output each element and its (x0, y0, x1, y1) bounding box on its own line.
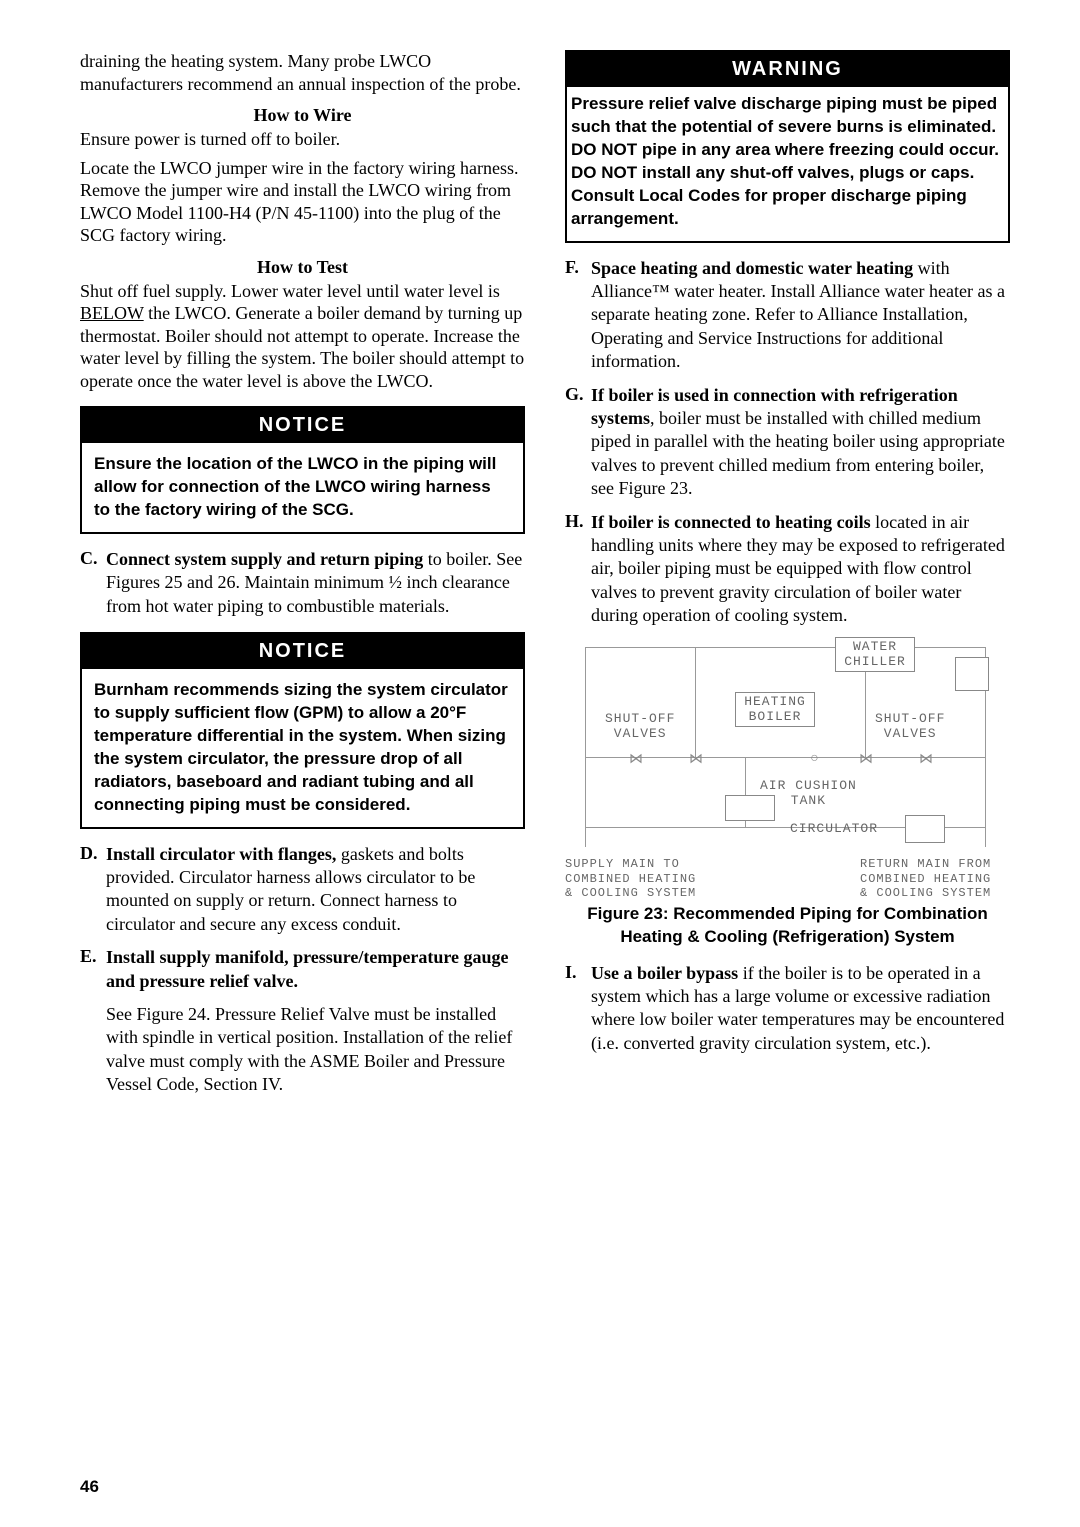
valve-icon: ○ (809, 751, 821, 763)
item-h-letter: H. (565, 511, 591, 628)
item-d-lead: Install circulator with flanges, (106, 844, 336, 864)
notice-1-body: Ensure the location of the LWCO in the p… (82, 443, 523, 532)
test-text-b: the LWCO. Generate a boiler demand by tu… (80, 303, 524, 391)
item-g-letter: G. (565, 384, 591, 501)
item-f: F. Space heating and domestic water heat… (565, 257, 1010, 374)
right-column: WARNING Pressure relief valve discharge … (565, 50, 1010, 1497)
item-g-rest: , boiler must be installed with chilled … (591, 408, 1005, 498)
how-to-wire-heading: How to Wire (80, 105, 525, 126)
valve-icon: ⋈ (919, 751, 931, 763)
riser-2 (695, 647, 696, 757)
item-i-lead: Use a boiler bypass (591, 963, 738, 983)
item-f-letter: F. (565, 257, 591, 374)
air-cushion-label: AIR CUSHIONTANK (760, 779, 857, 808)
item-h-text: If boiler is connected to heating coils … (591, 511, 1010, 628)
item-e-letter: E. (80, 946, 106, 993)
notice-box-2: NOTICE Burnham recommends sizing the sys… (80, 632, 525, 829)
valve-icon: ⋈ (689, 751, 701, 763)
notice-2-body: Burnham recommends sizing the system cir… (82, 669, 523, 827)
riser-left (585, 647, 586, 847)
item-g: G. If boiler is used in connection with … (565, 384, 1010, 501)
item-c-letter: C. (80, 548, 106, 618)
item-f-lead: Space heating and domestic water heating (591, 258, 913, 278)
piping-diagram: WATERCHILLER HEATINGBOILER ⋈ ⋈ ○ ⋈ ⋈ SHU… (565, 637, 1010, 897)
item-h: H. If boiler is connected to heating coi… (565, 511, 1010, 628)
item-e-sub: See Figure 24. Pressure Relief Valve mus… (106, 1003, 525, 1097)
notice-box-1: NOTICE Ensure the location of the LWCO i… (80, 406, 525, 534)
page-number: 46 (80, 1477, 525, 1497)
item-i-text: Use a boiler bypass if the boiler is to … (591, 962, 1010, 1056)
return-main-label: RETURN MAIN FROMCOMBINED HEATING& COOLIN… (860, 857, 991, 900)
item-c-lead: Connect system supply and return piping (106, 549, 423, 569)
item-d-letter: D. (80, 843, 106, 937)
shutoff-right-label: SHUT-OFFVALVES (875, 712, 945, 741)
test-paragraph: Shut off fuel supply. Lower water level … (80, 280, 525, 393)
test-text-a: Shut off fuel supply. Lower water level … (80, 281, 500, 301)
supply-main-label: SUPPLY MAIN TOCOMBINED HEATING& COOLING … (565, 857, 696, 900)
warning-body: Pressure relief valve discharge piping m… (567, 87, 1008, 241)
item-e-text: Install supply manifold, pressure/temper… (106, 946, 525, 993)
circulator-box (905, 815, 945, 843)
wire-step-1: Ensure power is turned off to boiler. (80, 128, 525, 151)
item-f-text: Space heating and domestic water heating… (591, 257, 1010, 374)
item-c-text: Connect system supply and return piping … (106, 548, 525, 618)
page: draining the heating system. Many probe … (0, 0, 1080, 1527)
below-underlined: BELOW (80, 303, 144, 323)
water-chiller-box: WATERCHILLER (835, 637, 915, 672)
chiller-small-box (955, 657, 989, 691)
valve-icon: ⋈ (629, 751, 641, 763)
item-e-lead: Install supply manifold, pressure/temper… (106, 947, 509, 990)
notice-1-header: NOTICE (82, 408, 523, 443)
item-c: C. Connect system supply and return pipi… (80, 548, 525, 618)
item-d-text: Install circulator with flanges, gaskets… (106, 843, 525, 937)
warning-header: WARNING (567, 52, 1008, 87)
intro-paragraph: draining the heating system. Many probe … (80, 50, 525, 95)
item-h-lead: If boiler is connected to heating coils (591, 512, 871, 532)
item-i: I. Use a boiler bypass if the boiler is … (565, 962, 1010, 1056)
shutoff-left-label: SHUT-OFFVALVES (605, 712, 675, 741)
item-g-text: If boiler is used in connection with ref… (591, 384, 1010, 501)
two-column-layout: draining the heating system. Many probe … (80, 50, 1010, 1497)
left-column: draining the heating system. Many probe … (80, 50, 525, 1497)
figure-23-caption: Figure 23: Recommended Piping for Combin… (565, 903, 1010, 947)
valve-icon: ⋈ (859, 751, 871, 763)
circulator-label: CIRCULATOR (790, 822, 878, 836)
heating-boiler-box: HEATINGBOILER (735, 692, 815, 727)
pipe-top (585, 647, 985, 648)
item-i-letter: I. (565, 962, 591, 1056)
wire-step-2: Locate the LWCO jumper wire in the facto… (80, 157, 525, 247)
how-to-test-heading: How to Test (80, 257, 525, 278)
notice-2-header: NOTICE (82, 634, 523, 669)
item-e: E. Install supply manifold, pressure/tem… (80, 946, 525, 993)
warning-box: WARNING Pressure relief valve discharge … (565, 50, 1010, 243)
item-d: D. Install circulator with flanges, gask… (80, 843, 525, 937)
